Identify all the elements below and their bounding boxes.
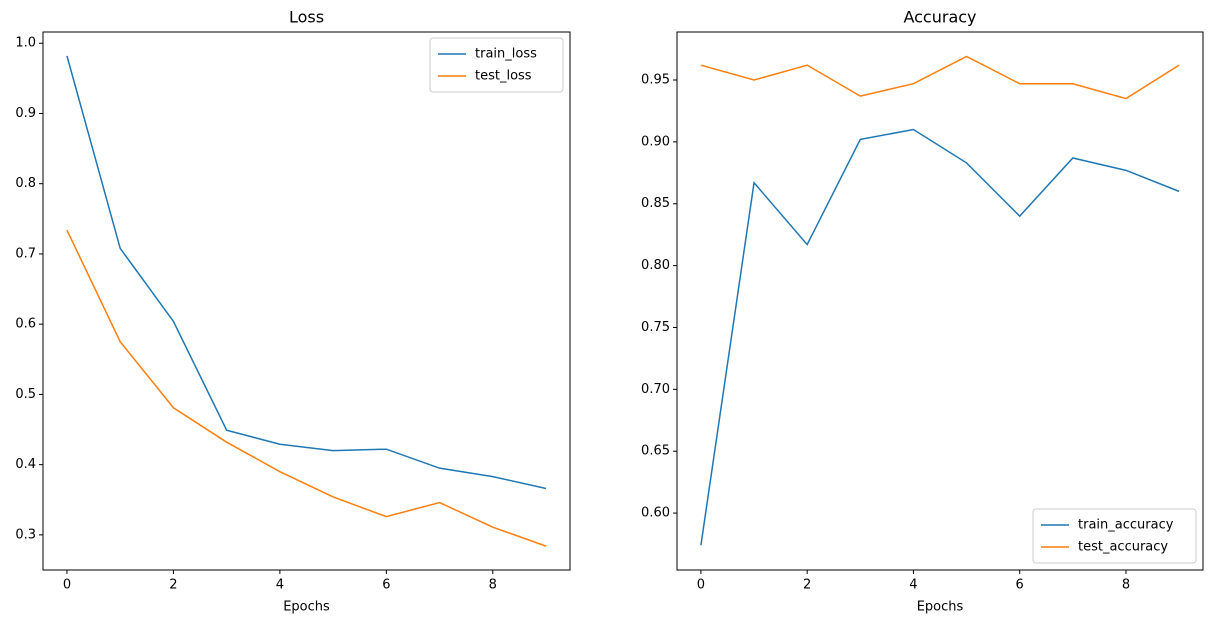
- legend-label: train_loss: [475, 47, 537, 62]
- y-tick-label: 0.95: [641, 73, 670, 88]
- chart-title: Loss: [289, 8, 324, 27]
- data-line: [66, 55, 547, 490]
- legend-box: [429, 37, 564, 93]
- y-tick-label: 0.5: [15, 387, 36, 402]
- y-tick-label: 0.3: [15, 527, 36, 542]
- x-tick-label: 8: [489, 578, 497, 593]
- x-tick-label: 8: [1122, 578, 1130, 593]
- x-tick-label: 6: [382, 578, 390, 593]
- y-tick-label: 0.7: [15, 246, 36, 261]
- legend: train_accuracy test_accuracy: [1032, 508, 1197, 564]
- x-axis-label: Epochs: [283, 600, 330, 615]
- data-line: [700, 55, 1180, 100]
- legend-label: train_accuracy: [1078, 518, 1174, 533]
- axes-frame: [676, 31, 1204, 571]
- y-tick-label: 0.8: [15, 176, 36, 191]
- axes-frame: [42, 31, 571, 571]
- legend-box: [1032, 508, 1197, 564]
- y-tick-label: 0.80: [641, 258, 670, 273]
- y-tick-label: 0.85: [641, 196, 670, 211]
- x-tick-label: 4: [909, 578, 917, 593]
- x-tick-label: 2: [803, 578, 811, 593]
- data-line: [700, 128, 1180, 546]
- legend-label: test_accuracy: [1078, 540, 1168, 555]
- x-tick-label: 4: [276, 578, 284, 593]
- y-tick-label: 0.65: [641, 444, 670, 459]
- y-tick-label: 0.4: [15, 457, 36, 472]
- x-tick-label: 2: [169, 578, 177, 593]
- legend: train_loss test_loss: [429, 37, 564, 93]
- y-tick-label: 0.70: [641, 382, 670, 397]
- y-tick-label: 0.90: [641, 134, 670, 149]
- line-chart: Accuracy Epochs 0 2 4 6 8 0.60 0.65 0.70 0.75 0.80 0…: [641, 8, 1204, 615]
- line-chart: Loss Epochs 0 2 4 6 8 0.3 0.4 0.5 0.6 0.7 0.8 0.9 1.0 t…: [15, 8, 571, 615]
- x-tick-label: 0: [63, 578, 71, 593]
- x-tick-label: 6: [1016, 578, 1024, 593]
- x-tick-label: 0: [697, 578, 705, 593]
- x-axis-label: Epochs: [917, 600, 964, 615]
- data-line: [66, 229, 547, 547]
- y-tick-label: 1.0: [15, 36, 36, 51]
- y-tick-label: 0.9: [15, 106, 36, 121]
- y-tick-label: 0.75: [641, 320, 670, 335]
- legend-label: test_loss: [475, 69, 532, 84]
- chart-title: Accuracy: [903, 8, 976, 27]
- y-tick-label: 0.60: [641, 506, 670, 521]
- y-tick-label: 0.6: [15, 317, 36, 332]
